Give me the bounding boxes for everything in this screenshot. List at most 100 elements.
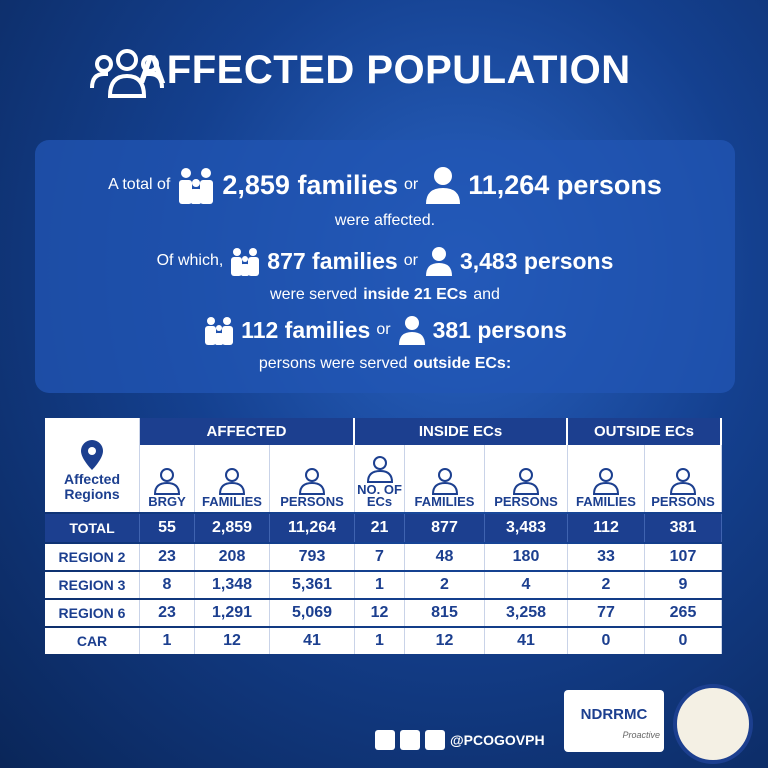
person-icon: [426, 167, 461, 204]
text: were affected.: [334, 212, 436, 229]
text: were served: [270, 286, 358, 303]
summary-line: were affected.: [35, 212, 735, 230]
column-icon: [153, 468, 181, 495]
summary-line: Of which, 877 families or 3,483 persons: [35, 246, 735, 276]
column-header: FAMILIES: [568, 445, 645, 512]
table-cell: 12: [405, 628, 485, 654]
family-icon: [179, 168, 214, 204]
table: Affected Regions AFFECTED INSIDE ECs OUTSID…: [45, 418, 722, 656]
social-icon: [375, 730, 395, 750]
pin-icon: [81, 440, 103, 470]
row-label: CAR: [45, 628, 140, 654]
family-icon: [205, 317, 234, 345]
group-header: AFFECTED: [140, 418, 355, 445]
column-text: PERSONS: [280, 494, 344, 509]
table-cell: 381: [645, 514, 722, 542]
table-cell: 1,291: [195, 600, 270, 626]
table-cell: 1: [355, 572, 405, 598]
text: or: [376, 321, 391, 338]
table-cell: 12: [195, 628, 270, 654]
logo-text: NDRRMC: [580, 706, 648, 723]
table-cell: 0: [645, 628, 722, 654]
table-cell: 5,069: [270, 600, 355, 626]
table-cell: 1,348: [195, 572, 270, 598]
table-cell: 2,859: [195, 514, 270, 542]
text: outside ECs:: [413, 355, 512, 372]
row-label: REGION 2: [45, 544, 140, 570]
text: and: [473, 286, 500, 303]
column-text: BRGY: [148, 494, 186, 509]
text: or: [403, 252, 418, 269]
text: or: [404, 176, 419, 193]
column-header: PERSONS: [485, 445, 568, 512]
families: 2,859 families: [222, 169, 398, 200]
summary-line: 112 families or 381 persons: [35, 315, 735, 345]
column-text: NO. OF ECs: [357, 482, 402, 509]
table-cell: 208: [195, 544, 270, 570]
column-header: PERSONS: [270, 445, 355, 512]
column-text: FAMILIES: [414, 494, 475, 509]
column-header: FAMILIES: [405, 445, 485, 512]
table-cell: 77: [568, 600, 645, 626]
table-cell: 877: [405, 514, 485, 542]
summary-box: [35, 140, 735, 393]
family-icon: [231, 248, 260, 276]
table-cell: 180: [485, 544, 568, 570]
corner-text: Affected Regions: [63, 471, 120, 502]
table-cell: 8: [140, 572, 195, 598]
column-header: NO. OF ECs: [355, 445, 405, 512]
column-text: PERSONS: [651, 494, 715, 509]
summary-line: A total of 2,859 families or 11,264 pers…: [35, 166, 735, 204]
column-icon: [431, 468, 458, 495]
table-cell: 3,258: [485, 600, 568, 626]
table-cell: 48: [405, 544, 485, 570]
text: Of which,: [156, 252, 224, 269]
table-cell: 33: [568, 544, 645, 570]
column-text: FAMILIES: [576, 494, 636, 509]
summary-line: were served inside 21 ECs and: [35, 286, 735, 304]
persons: 381 persons: [432, 316, 567, 343]
table-cell: 1: [140, 628, 195, 654]
table-cell: 21: [355, 514, 405, 542]
persons: 11,264 persons: [468, 169, 662, 200]
column-header: BRGY: [140, 445, 195, 512]
logo-tag: Proactive: [622, 730, 660, 740]
text: A total of: [108, 176, 171, 193]
column-text: PERSONS: [494, 494, 558, 509]
table-cell: 2: [405, 572, 485, 598]
column-icon: [298, 468, 326, 495]
person-icon: [425, 247, 452, 276]
person-icon: [398, 316, 425, 345]
families: 877 families: [267, 247, 398, 274]
row-label: REGION 3: [45, 572, 140, 598]
group-header: OUTSIDE ECs: [568, 418, 722, 445]
families: 112 families: [241, 316, 371, 343]
text: inside 21 ECs: [363, 286, 468, 303]
corner-header: Affected Regions: [45, 418, 140, 512]
table-cell: 55: [140, 514, 195, 542]
seal: [673, 684, 753, 764]
column-icon: [669, 468, 697, 495]
table-cell: 2: [568, 572, 645, 598]
table-cell: 0: [568, 628, 645, 654]
table-cell: 112: [568, 514, 645, 542]
column-icon: [366, 456, 393, 483]
table-cell: 3,483: [485, 514, 568, 542]
handle: @PCOGOVPH: [450, 732, 545, 748]
table-cell: 107: [645, 544, 722, 570]
table-cell: 23: [140, 544, 195, 570]
text: persons were served: [258, 355, 408, 372]
people-icon: [90, 49, 164, 98]
table-cell: 11,264: [270, 514, 355, 542]
row-label: TOTAL: [45, 514, 140, 542]
footer: @PCOGOVPH: [375, 730, 545, 750]
social-icon: [425, 730, 445, 750]
table-cell: 265: [645, 600, 722, 626]
summary-line: persons were served outside ECs:: [35, 355, 735, 373]
row-label: REGION 6: [45, 600, 140, 626]
table-cell: 5,361: [270, 572, 355, 598]
table-cell: 41: [485, 628, 568, 654]
column-header: FAMILIES: [195, 445, 270, 512]
table-cell: 793: [270, 544, 355, 570]
